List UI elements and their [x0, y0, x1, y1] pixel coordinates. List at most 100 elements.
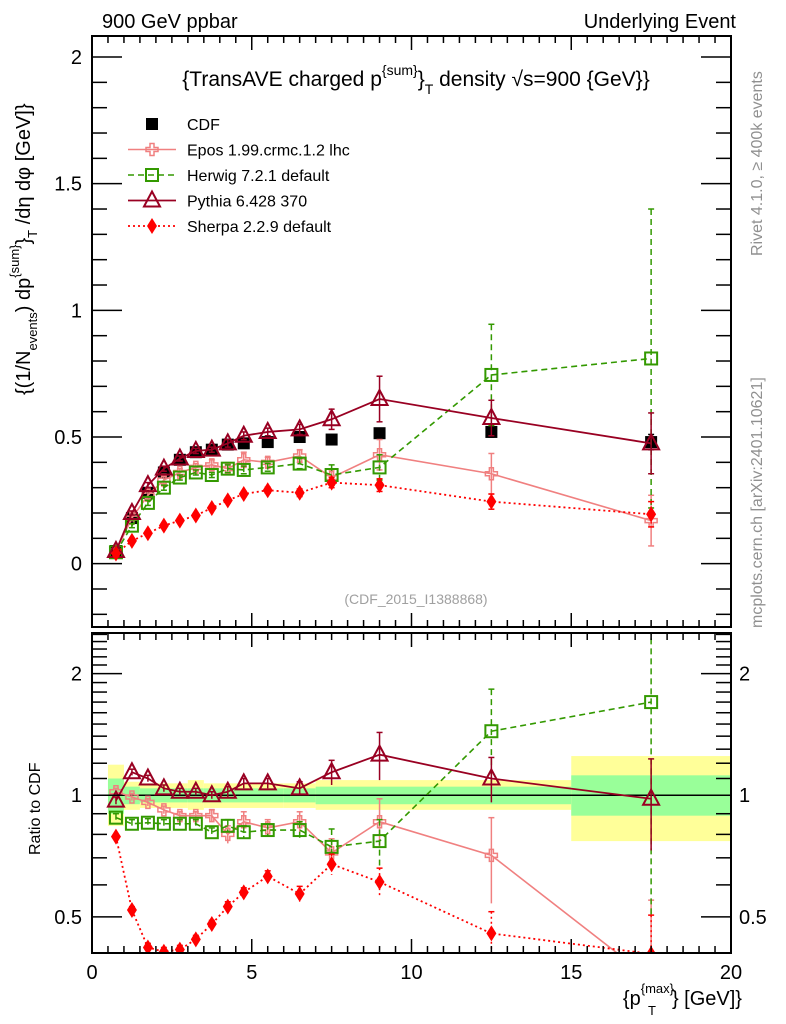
data-point	[122, 501, 142, 521]
ratio-point	[125, 790, 139, 804]
ratio-point	[260, 823, 275, 838]
series-pythia	[106, 375, 661, 559]
ratio-y-tick-label-right: 1	[739, 785, 750, 807]
ratio-point	[205, 808, 219, 823]
data-point	[644, 351, 659, 366]
ratio-point	[369, 743, 390, 762]
data-point	[142, 525, 153, 542]
ratio-point	[218, 780, 238, 799]
legend-marker	[145, 142, 159, 157]
ratio-point	[202, 784, 222, 803]
ratio-point	[326, 856, 337, 873]
data-point	[234, 424, 254, 443]
data-point	[481, 406, 502, 426]
data-point	[140, 495, 155, 510]
ratio-point	[374, 873, 385, 890]
data-point	[294, 484, 305, 501]
data-point	[369, 387, 390, 407]
data-point	[186, 439, 206, 458]
data-point	[174, 512, 185, 529]
ratio-line	[115, 836, 652, 953]
data-point	[325, 433, 338, 446]
ratio-point	[126, 901, 137, 918]
ratio-point	[220, 818, 235, 833]
legend-marker	[147, 218, 157, 234]
ratio-point	[481, 767, 502, 786]
x-tick-label: 0	[86, 962, 97, 984]
ratio-point	[174, 941, 185, 953]
ratio-y-tick-label: 2	[71, 664, 82, 686]
ratio-point	[124, 816, 139, 831]
data-point	[261, 436, 274, 449]
ratio-point	[321, 761, 342, 780]
data-point	[290, 418, 310, 437]
ratio-point	[172, 816, 187, 831]
data-point	[188, 465, 203, 480]
ratio-point	[156, 816, 171, 831]
data-point	[190, 507, 201, 524]
data-point	[237, 437, 250, 450]
ratio-point	[138, 767, 158, 786]
rivet-label: Rivet 4.1.0, ≥ 400k events	[749, 71, 766, 256]
legend-label: Herwig 7.2.1 default	[187, 168, 330, 185]
x-tick-label: 20	[720, 962, 742, 984]
ratio-point	[484, 848, 499, 863]
ratio-point	[222, 898, 233, 915]
data-point	[189, 460, 203, 475]
ratio-point	[142, 939, 153, 953]
data-point	[238, 486, 249, 503]
ratio-series	[106, 633, 661, 953]
data-point	[204, 468, 219, 483]
data-point	[170, 447, 190, 466]
ratio-point	[234, 772, 254, 791]
ratio-point	[188, 816, 203, 831]
series-herwig	[108, 208, 659, 560]
ratio-point	[238, 884, 249, 901]
data-point	[262, 482, 273, 499]
x-tick-label: 15	[560, 962, 582, 984]
legend-label: Pythia 6.428 370	[187, 194, 307, 211]
data-point	[110, 545, 121, 562]
data-point	[374, 477, 385, 494]
legend-label: Sherpa 2.2.9 default	[187, 219, 332, 236]
y-tick-label: 2	[71, 47, 82, 69]
data-point	[138, 474, 158, 493]
header-right: Underlying Event	[584, 11, 737, 33]
legend-entry: CDF	[146, 117, 220, 134]
data-point	[292, 456, 307, 471]
data-point	[206, 499, 217, 516]
ratio-frame	[91, 632, 732, 954]
ratio-point	[258, 772, 278, 791]
ratio-series-epos	[109, 784, 655, 953]
legend: CDF Epos 1.99.crmc.1.2 lhc Herwig 7.2.1 de…	[128, 117, 350, 236]
data-point	[172, 470, 187, 485]
header-left: 900 GeV ppbar	[102, 11, 238, 33]
legend-entry: Herwig 7.2.1 default	[128, 168, 330, 185]
legend-label: CDF	[187, 117, 220, 134]
legend-entry: Pythia 6.428 370	[128, 189, 307, 211]
ratio-xtick-labels: 0 5 10 15 20	[86, 962, 742, 984]
x-tick-label: 5	[246, 962, 257, 984]
data-point	[218, 432, 238, 451]
data-point	[484, 367, 499, 382]
mcplots-label: mcplots.cern.ch [arXiv:2401.10621]	[749, 377, 766, 628]
ratio-series-sherpa	[110, 828, 656, 953]
legend-entry: Epos 1.99.crmc.1.2 lhc	[128, 143, 350, 160]
data-point	[236, 462, 251, 477]
main-axis-ticks	[91, 36, 732, 627]
ratio-y-tick-label: 0.5	[54, 907, 82, 929]
ratio-panel: 0.5 0.5 1 1 2 2 0 5 10 15 20 Ratio to CDF {p{max}…	[27, 632, 767, 1018]
y-tick-label: 1.5	[54, 174, 82, 196]
ratio-point	[173, 808, 187, 823]
data-point	[222, 492, 233, 509]
ratio-ylabel: Ratio to CDF	[27, 762, 44, 855]
chart-title: {TransAVE charged p{sum}}T density √s=90…	[182, 62, 649, 97]
ratio-point	[236, 825, 251, 840]
ratio-point	[108, 810, 123, 825]
data-point	[292, 449, 307, 463]
ratio-point	[190, 931, 201, 948]
ratio-point	[204, 825, 219, 840]
ratio-y-tick-label: 1	[71, 785, 82, 807]
ratio-point	[644, 695, 659, 710]
